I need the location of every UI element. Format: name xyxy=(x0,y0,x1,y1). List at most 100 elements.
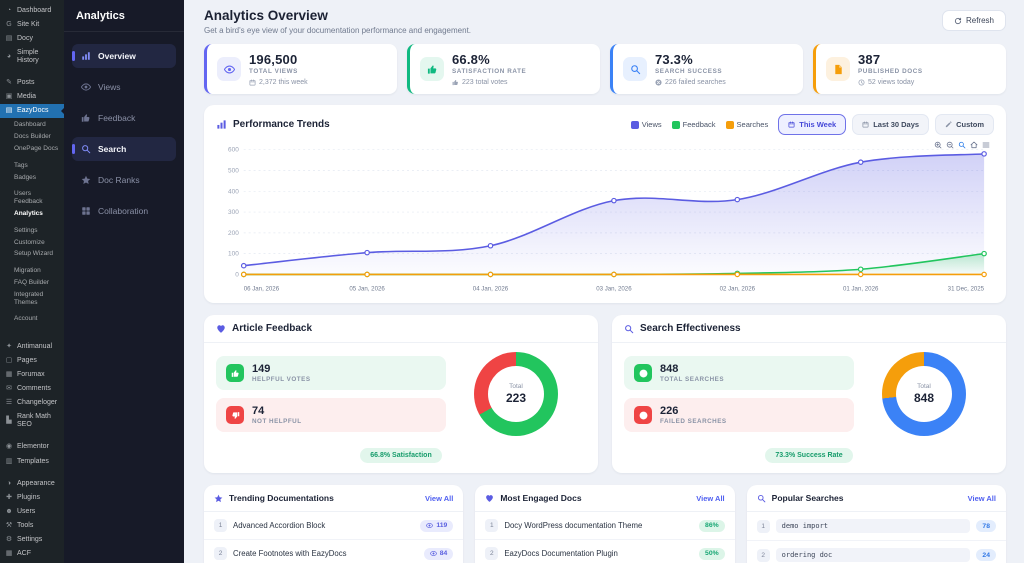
sidebar-item-label: Plugins xyxy=(17,493,40,501)
row-count-badge: 24 xyxy=(976,549,996,561)
sidebar-item-dashboard[interactable]: ◔ Dashboard xyxy=(0,4,64,18)
range-button-this-week[interactable]: This Week xyxy=(778,114,847,135)
row-count-badge: 78 xyxy=(976,520,996,532)
eazydocs-submenu-group: Dashboard Docs Builder OnePage Docs xyxy=(0,119,64,154)
list-icon: ☰ xyxy=(5,399,13,407)
menu-icon[interactable] xyxy=(982,141,990,149)
performance-trends-chart[interactable]: 0 100 200 300 400 500 600 06 Jan, 2026 05 Jan, 2… xyxy=(216,139,994,299)
sidebar-item-docy[interactable]: ▤ Docy xyxy=(0,32,64,46)
legend-item-feedback[interactable]: Feedback xyxy=(671,120,716,129)
view-all-link[interactable]: View All xyxy=(424,493,454,503)
row-count-value: 86% xyxy=(705,522,719,529)
media-icon: ▣ xyxy=(5,93,13,101)
submenu-item-tags[interactable]: Tags xyxy=(14,161,28,169)
check-circle-icon xyxy=(634,364,652,382)
list-row[interactable]: 2 Create Footnotes with EazyDocs 84 xyxy=(204,540,463,563)
search-donut-chart: Total 848 xyxy=(882,352,966,436)
range-button-custom[interactable]: Custom xyxy=(935,114,994,135)
legend-item-searches[interactable]: Searches xyxy=(725,120,768,129)
submenu-item-onepage-docs[interactable]: OnePage Docs xyxy=(14,144,59,152)
analytics-sidebar: Analytics Overview Views Feedback Search Doc… xyxy=(64,0,184,563)
tools-icon: ⚒ xyxy=(5,521,13,529)
submenu-item-dashboard[interactable]: Dashboard xyxy=(14,121,46,129)
eazydocs-submenu-group: Account xyxy=(0,313,64,325)
sidebar-item-comments[interactable]: ✉ Comments xyxy=(0,382,64,396)
analytics-nav-overview[interactable]: Overview xyxy=(72,44,176,68)
list-row[interactable]: 2 EazyDocs Documentation Plugin 50% xyxy=(475,540,734,563)
chart-icon: ▙ xyxy=(6,417,12,425)
analytics-nav-feedback[interactable]: Feedback xyxy=(72,106,176,130)
list-card-header: Most Engaged Docs View All xyxy=(475,485,735,512)
sidebar-item-templates[interactable]: ▥ Templates xyxy=(0,455,64,469)
sidebar-item-elementor[interactable]: ◉ Elementor xyxy=(0,440,64,454)
list-row[interactable]: 1 Docy WordPress documentation Theme 86% xyxy=(475,512,735,540)
wp-menu-group: ◑ Appearance ✚ Plugins ☻ Users ⚒ Tools ⚙ Settings… xyxy=(0,477,64,561)
sidebar-item-pages[interactable]: ▢ Pages xyxy=(0,354,64,368)
sidebar-item-label: Media xyxy=(17,93,37,101)
sidebar-item-changeloger[interactable]: ☰ Changeloger xyxy=(0,396,64,410)
search-icon[interactable] xyxy=(958,141,966,149)
zoom-out-icon[interactable] xyxy=(946,141,954,149)
page-subtitle: Get a bird's eye view of your documentat… xyxy=(204,26,472,35)
stat-label: PUBLISHED DOCS xyxy=(858,68,923,75)
analytics-nav-label: Feedback xyxy=(98,113,136,123)
submenu-item-migration[interactable]: Migration xyxy=(14,267,41,275)
home-icon[interactable] xyxy=(970,141,978,149)
analytics-nav-doc-ranks[interactable]: Doc Ranks xyxy=(72,168,176,192)
sidebar-item-settings[interactable]: ⚙ Settings xyxy=(0,533,64,547)
sidebar-item-simple-history[interactable]: ◕ Simple History xyxy=(0,46,64,68)
submenu-item-customize[interactable]: Customize xyxy=(14,238,45,246)
sidebar-item-forumax[interactable]: ▦ Forumax xyxy=(0,368,64,382)
sidebar-item-eazydocs[interactable]: ▤ EazyDocs xyxy=(0,104,64,119)
submenu-item-users-feedback[interactable]: Users Feedback xyxy=(14,190,43,206)
sidebar-item-rank-math-seo[interactable]: ▙ Rank Math SEO xyxy=(0,410,64,432)
legend-label: Feedback xyxy=(682,120,716,129)
view-all-link[interactable]: View All xyxy=(696,493,725,503)
svg-text:06 Jan, 2026: 06 Jan, 2026 xyxy=(244,285,280,292)
x-circle-icon xyxy=(655,79,662,86)
list-row[interactable]: 1 demo import 78 xyxy=(746,512,1006,541)
feedback-donut-label: Total xyxy=(509,383,523,390)
svg-text:300: 300 xyxy=(228,209,239,216)
thumb-up-icon xyxy=(226,364,244,382)
zoom-in-icon[interactable] xyxy=(934,141,942,149)
sidebar-item-label: Forumax xyxy=(17,371,45,379)
analytics-nav-search[interactable]: Search xyxy=(72,137,176,161)
range-button-last-30-days[interactable]: Last 30 Days xyxy=(852,114,930,135)
page-header: Analytics Overview Get a bird's eye view… xyxy=(204,8,1006,35)
submenu-item-integrated-themes[interactable]: Integrated Themes xyxy=(14,290,44,306)
sidebar-item-media[interactable]: ▣ Media xyxy=(0,90,64,104)
svg-text:0: 0 xyxy=(235,271,239,278)
sidebar-item-appearance[interactable]: ◑ Appearance xyxy=(0,477,64,491)
sidebar-item-plugins[interactable]: ✚ Plugins xyxy=(0,491,64,505)
submenu-item-setup-wizard[interactable]: Setup Wizard xyxy=(14,250,54,258)
sidebar-item-acf[interactable]: ▦ ACF xyxy=(0,547,64,561)
trends-controls: Views Feedback Searches This Week Last 30 Da… xyxy=(630,114,994,135)
analytics-nav-collaboration[interactable]: Collaboration xyxy=(72,199,176,223)
article-feedback-title: Article Feedback xyxy=(232,323,313,334)
submenu-item-docs-builder[interactable]: Docs Builder xyxy=(14,133,51,141)
metric-text: 149 HELPFUL VOTES xyxy=(252,363,311,383)
submenu-item-account[interactable]: Account xyxy=(14,315,38,323)
submenu-item-badges[interactable]: Badges xyxy=(14,173,37,181)
view-all-link[interactable]: View All xyxy=(967,493,996,503)
sidebar-item-users[interactable]: ☻ Users xyxy=(0,505,64,519)
legend-item-views[interactable]: Views xyxy=(630,120,662,129)
sidebar-item-posts[interactable]: ✎ Posts xyxy=(0,76,64,90)
rank-badge: 2 xyxy=(756,548,770,562)
submenu-item-faq-builder[interactable]: FAQ Builder xyxy=(14,278,50,286)
list-row[interactable]: 1 Advanced Accordion Block 119 xyxy=(204,512,464,540)
forum-icon: ▦ xyxy=(5,371,13,379)
submenu-item-analytics[interactable]: Analytics xyxy=(14,209,43,217)
stat-subtext: 226 failed searches xyxy=(655,79,726,86)
sidebar-item-site-kit[interactable]: G Site Kit xyxy=(0,18,64,32)
svg-text:05 Jan, 2026: 05 Jan, 2026 xyxy=(349,285,385,292)
analytics-nav-views[interactable]: Views xyxy=(72,75,176,99)
metric-value: 74 xyxy=(252,405,265,417)
svg-text:31 Dec, 2025: 31 Dec, 2025 xyxy=(948,285,985,292)
sidebar-item-tools[interactable]: ⚒ Tools xyxy=(0,519,64,533)
refresh-button[interactable]: Refresh xyxy=(941,10,1006,31)
submenu-item-settings[interactable]: Settings xyxy=(14,226,38,234)
list-row[interactable]: 2 ordering doc 24 xyxy=(747,541,1006,563)
sidebar-item-antimanual[interactable]: ✦ Antimanual xyxy=(0,340,64,354)
